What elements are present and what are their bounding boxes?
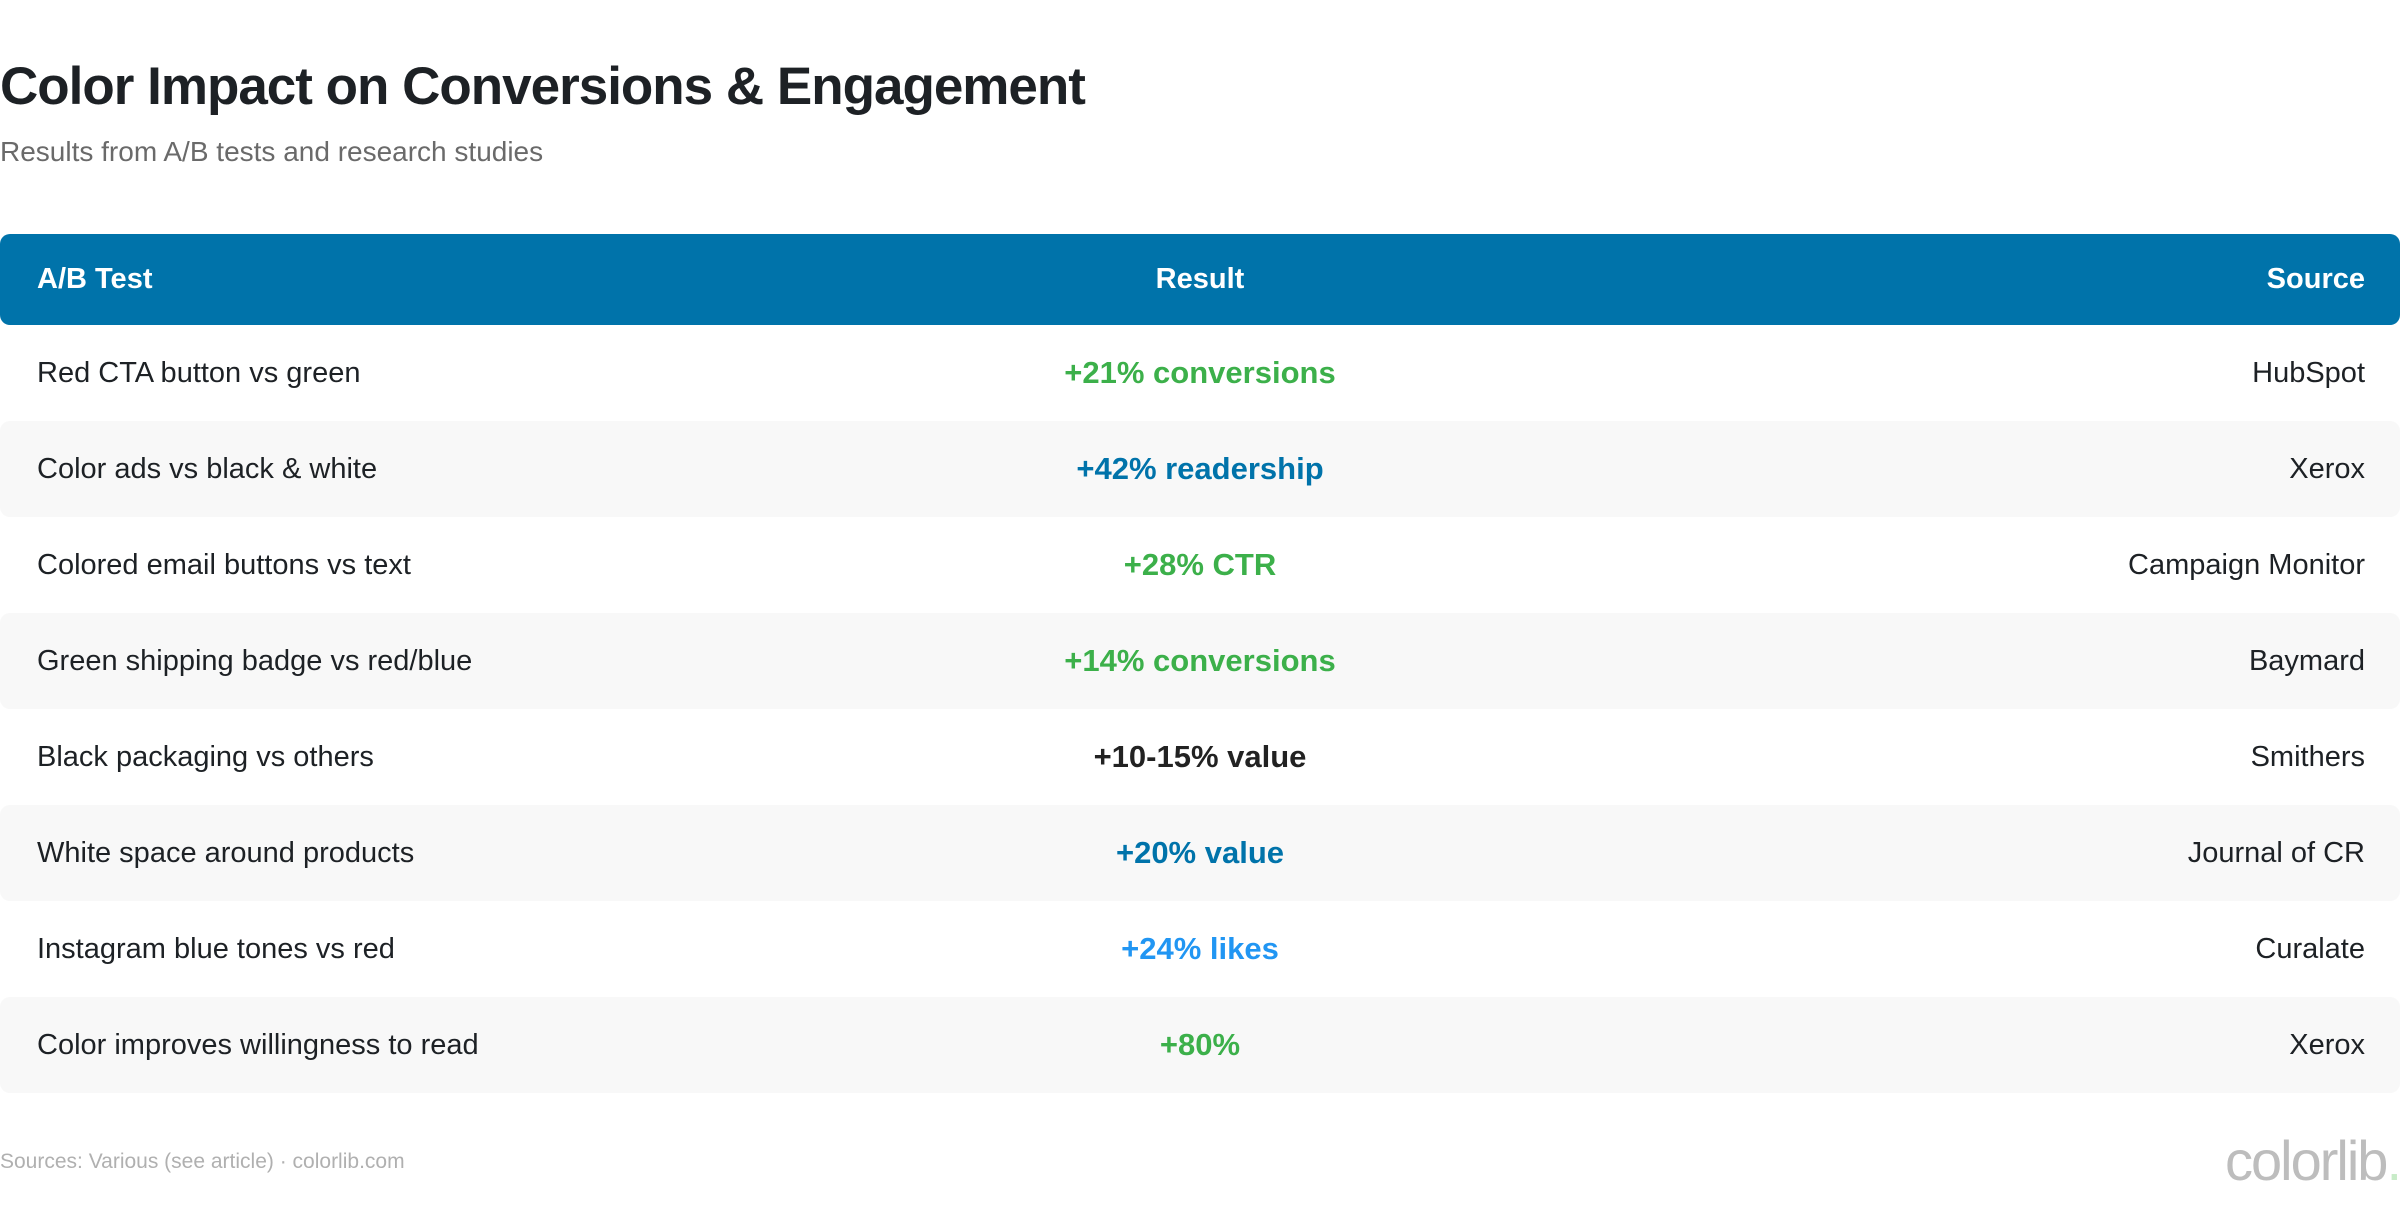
header-ab-test: A/B Test <box>37 263 153 295</box>
cell-test: Color improves willingness to read <box>37 1028 479 1061</box>
cell-result: +28% CTR <box>1123 547 1277 582</box>
colorlib-logo: colorlib. <box>2225 1128 2400 1193</box>
cell-test: Black packaging vs others <box>37 740 374 773</box>
cell-test: Instagram blue tones vs red <box>37 932 395 965</box>
cell-result: +14% conversions <box>1064 643 1336 678</box>
table-row: White space around products +20% value Jou… <box>0 805 2400 901</box>
page-title: Color Impact on Conversions & Engagement <box>0 57 1086 116</box>
table-row: Green shipping badge vs red/blue +14% con… <box>0 613 2400 709</box>
table-row: Color ads vs black & white +42% readershi… <box>0 421 2400 517</box>
cell-source: Xerox <box>2289 452 2365 485</box>
footer-sources: Sources: Various (see article) · colorli… <box>0 1150 405 1173</box>
table-row: Black packaging vs others +10-15% value Sm… <box>0 709 2400 805</box>
cell-result: +42% readership <box>1076 451 1324 486</box>
page-subtitle: Results from A/B tests and research stud… <box>0 136 544 167</box>
cell-source: Baymard <box>2248 644 2365 677</box>
logo-text: colorlib <box>2225 1129 2388 1192</box>
logo-dot: . <box>2386 1129 2400 1192</box>
cell-source: Curalate <box>2255 932 2365 965</box>
table-row: Colored email buttons vs text +28% CTR Cam… <box>0 517 2400 613</box>
table-row: Color improves willingness to read +80% Xe… <box>0 997 2400 1093</box>
cell-source: Smithers <box>2250 740 2365 773</box>
results-table: A/B Test Result Source Red CTA button vs… <box>0 234 2400 1093</box>
table-row: Red CTA button vs green +21% conversions H… <box>0 325 2400 421</box>
table-header: A/B Test Result Source <box>0 234 2400 325</box>
cell-test: Colored email buttons vs text <box>37 548 411 581</box>
cell-source: HubSpot <box>2252 356 2365 389</box>
cell-source: Campaign Monitor <box>2128 548 2365 581</box>
cell-result: +24% likes <box>1121 931 1279 966</box>
cell-result: +20% value <box>1115 835 1285 870</box>
cell-result: +10-15% value <box>1093 739 1307 774</box>
cell-source: Xerox <box>2289 1028 2365 1061</box>
table-body: Red CTA button vs green +21% conversions H… <box>0 325 2400 1093</box>
table-row: Instagram blue tones vs red +24% likes Cur… <box>0 901 2400 997</box>
cell-result: +80% <box>1159 1027 1241 1062</box>
cell-test: Color ads vs black & white <box>37 452 378 485</box>
cell-source: Journal of CR <box>2187 836 2365 869</box>
cell-result: +21% conversions <box>1064 355 1336 390</box>
cell-test: Green shipping badge vs red/blue <box>37 644 473 677</box>
cell-test: Red CTA button vs green <box>37 356 361 389</box>
cell-test: White space around products <box>37 836 415 869</box>
header-source: Source <box>2266 263 2365 295</box>
header-result: Result <box>1155 263 1245 295</box>
